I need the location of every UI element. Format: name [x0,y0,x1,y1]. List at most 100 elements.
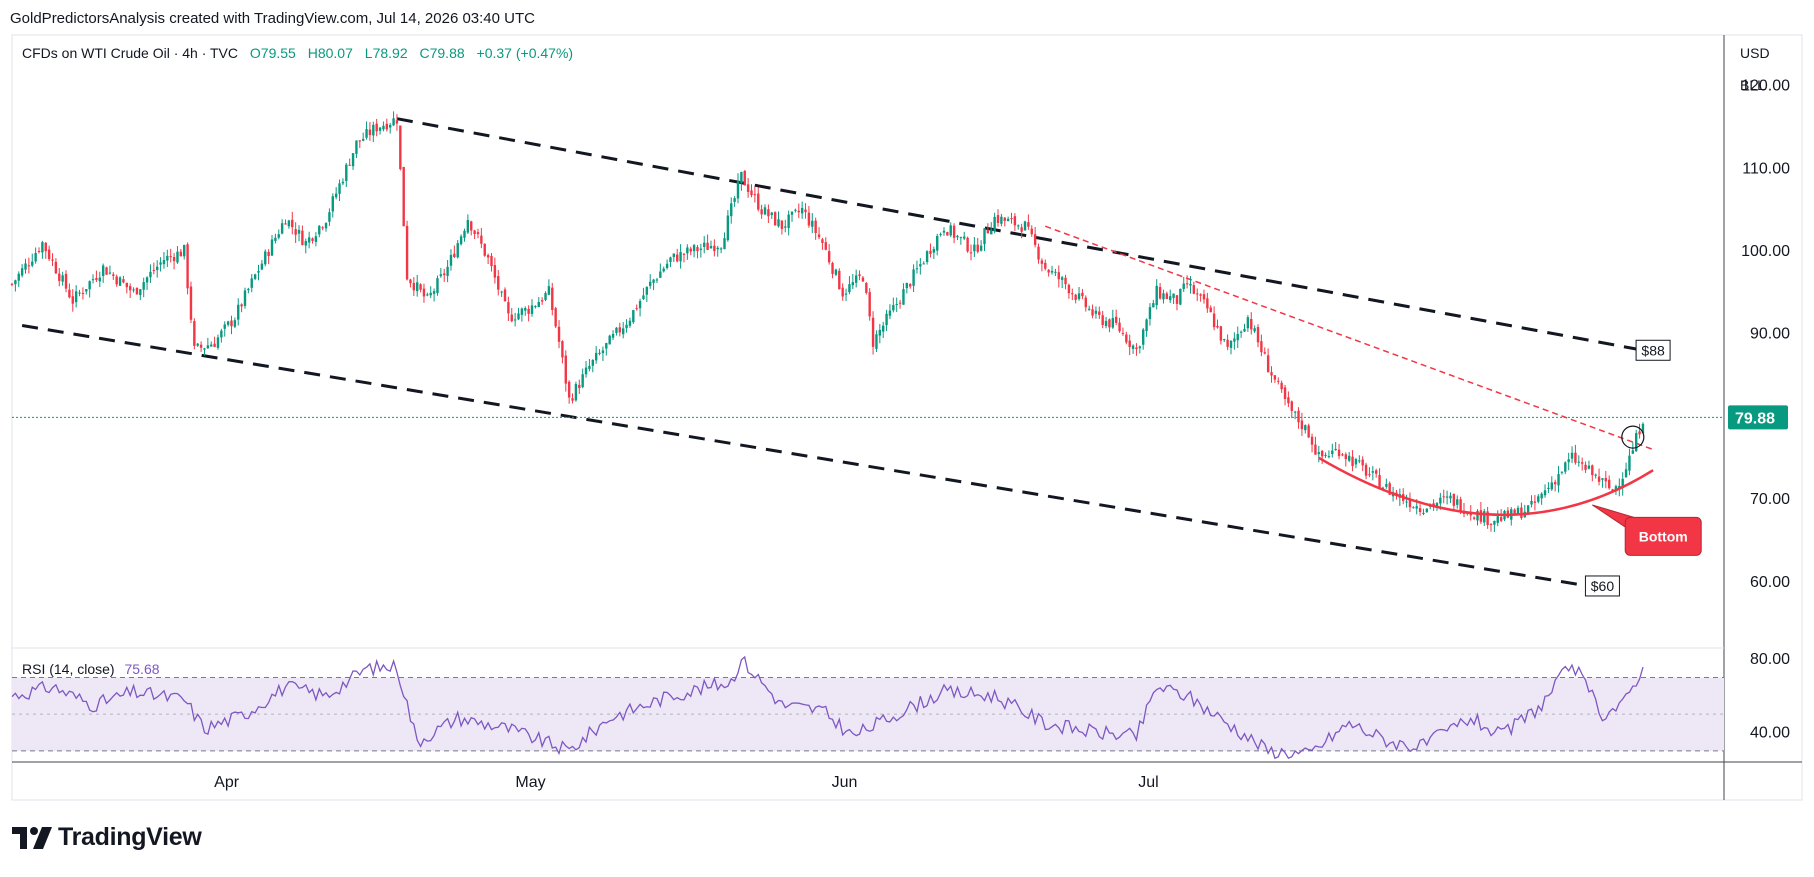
candle-body [176,251,179,263]
candle-body [1618,485,1621,489]
candle-body [574,384,578,401]
candle-body [770,212,773,216]
candle-body [527,308,530,314]
unit-label[interactable]: BLL [1740,77,1765,93]
candle-body [787,214,790,229]
candle-body [662,268,665,272]
candle-body [311,238,314,241]
candle-body [1266,355,1270,373]
candle-body [632,310,635,323]
candle-body [1108,319,1111,328]
candle-body [1084,297,1087,308]
candle-body [1479,510,1483,522]
candle-body [578,384,581,389]
candle-body [1351,456,1354,467]
bottom-callout[interactable]: Bottom [1592,504,1702,556]
candle-body [1179,288,1182,305]
candle-body [1243,328,1246,332]
candle-body [155,266,159,271]
candle-body [669,257,672,262]
candle-body [1580,462,1584,464]
candle-body [513,319,517,321]
candle-body [767,209,770,217]
candle-body [1564,462,1567,472]
candle-body [419,284,422,290]
candle-body [949,225,952,236]
candle-body [1591,465,1594,476]
candle-body [1445,496,1449,498]
candle-body [1418,508,1422,513]
candle-body [1010,218,1013,220]
candle-body [517,313,520,320]
tradingview-logo[interactable]: TradingView [12,823,202,852]
candle-body [777,219,780,227]
candle-body [1111,317,1115,328]
upper-target-label[interactable]: $88 [1635,339,1671,361]
candle-body [909,284,912,287]
candle-body [676,254,679,262]
candle-body [814,220,817,234]
candle-body [618,327,622,333]
candle-body [1219,326,1223,341]
candle-body [1641,423,1645,434]
candle-body [598,352,601,354]
candle-body [757,193,760,210]
candle-body [547,286,551,295]
candle-body [108,272,112,274]
candle-body [564,355,567,384]
candle-body [1628,455,1631,471]
candle-body [983,228,986,245]
candle-body [1594,474,1597,476]
candle-body [1165,293,1169,300]
candle-body [996,215,1000,223]
rounding-bottom-curve[interactable] [1318,456,1654,517]
candle-body [1476,510,1479,521]
candle-body [1071,293,1074,295]
candle-body [115,276,118,285]
candle-body [638,300,642,309]
candle-body [1125,334,1128,343]
candle-body [145,277,149,283]
currency-label[interactable]: USD [1740,45,1770,61]
candle-body [1412,507,1415,509]
breakout-circle-marker[interactable] [1621,425,1645,449]
candle-body [183,244,186,257]
candle-body [1145,319,1148,332]
candle-body [858,274,861,276]
candle-body [1442,496,1445,498]
candle-body [868,292,871,317]
tradingview-logo-icon [12,826,52,849]
candle-body [432,291,436,294]
candle-body [1486,511,1489,525]
candle-body [220,330,223,338]
candle-body [1304,425,1307,431]
candle-body [1577,461,1581,463]
candle-body [243,290,247,306]
candle-body [848,284,851,293]
chart-attribution: GoldPredictorsAnalysis created with Trad… [10,10,535,27]
candle-body [1152,303,1155,308]
candle-body [1604,477,1608,482]
candle-body [915,268,919,270]
legend-high: H80.07 [308,45,353,61]
resistance-line[interactable] [1045,225,1654,451]
candle-body [1172,293,1175,298]
candle-body [932,249,936,253]
candle-body [196,343,199,346]
candle-body [213,343,216,347]
candle-body [956,235,959,238]
candle-body [463,230,466,238]
lower-target-label[interactable]: $60 [1584,575,1620,597]
candle-body [118,277,122,286]
candle-body [1408,499,1412,508]
candle-body [493,265,497,278]
channel-upper-line[interactable] [396,117,1644,352]
channel-lower-line[interactable] [21,323,1613,592]
candle-body [270,239,274,256]
candle-body [503,289,507,302]
candle-body [307,237,311,243]
candle-body [74,291,78,303]
candle-body [1233,338,1236,342]
candle-body [1347,455,1351,461]
